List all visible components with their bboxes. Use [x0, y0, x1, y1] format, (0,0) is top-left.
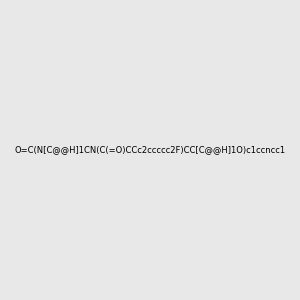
Text: O=C(N[C@@H]1CN(C(=O)CCc2ccccc2F)CC[C@@H]1O)c1ccncc1: O=C(N[C@@H]1CN(C(=O)CCc2ccccc2F)CC[C@@H]… [14, 146, 286, 154]
